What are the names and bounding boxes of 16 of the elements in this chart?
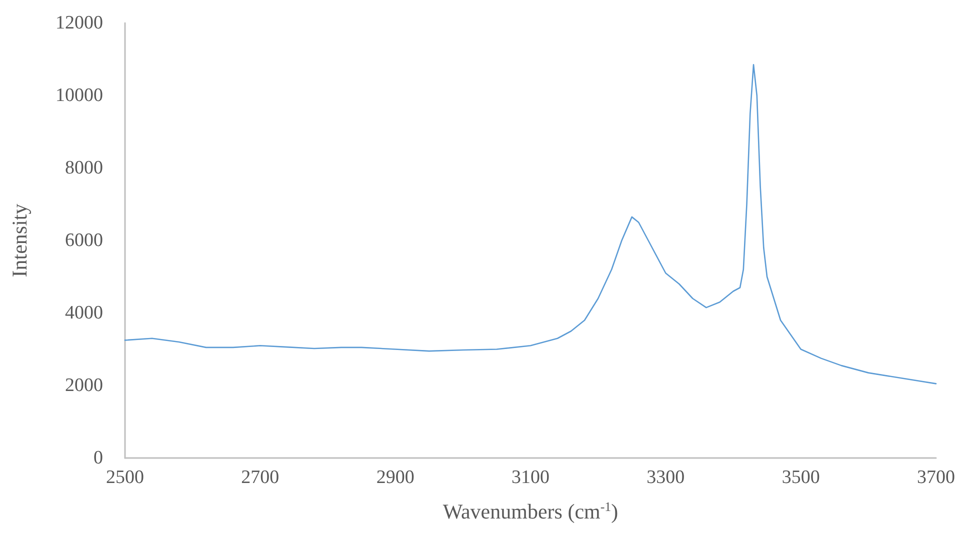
- y-tick-label: 6000: [65, 230, 103, 251]
- x-tick-label: 3300: [646, 467, 685, 488]
- line-series: [124, 64, 937, 384]
- x-tick-label: 3500: [782, 467, 820, 488]
- x-tick-label: 3100: [512, 467, 550, 488]
- y-tick-label: 0: [94, 448, 103, 468]
- x-tick-label: 2900: [376, 467, 414, 488]
- x-tick-label: 2500: [106, 467, 144, 488]
- x-tick-label: 3700: [917, 467, 955, 488]
- y-tick-label: 2000: [65, 375, 103, 396]
- y-tick-label: 8000: [65, 158, 103, 178]
- y-tick-label: 12000: [56, 12, 103, 34]
- x-tick-label: 2700: [241, 467, 280, 488]
- y-axis-title: Intensity: [8, 203, 32, 278]
- y-tick-label: 4000: [65, 302, 103, 324]
- y-tick-label: 10000: [56, 85, 103, 106]
